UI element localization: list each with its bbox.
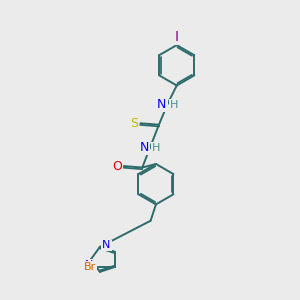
Text: S: S [130, 117, 138, 130]
Text: N: N [140, 141, 149, 154]
Text: I: I [175, 30, 179, 44]
Text: N: N [157, 98, 167, 111]
Text: N: N [102, 241, 111, 250]
Text: O: O [112, 160, 122, 172]
Text: Br: Br [84, 262, 96, 272]
Text: H: H [169, 100, 178, 110]
Text: H: H [152, 142, 161, 153]
Text: N: N [85, 260, 94, 270]
